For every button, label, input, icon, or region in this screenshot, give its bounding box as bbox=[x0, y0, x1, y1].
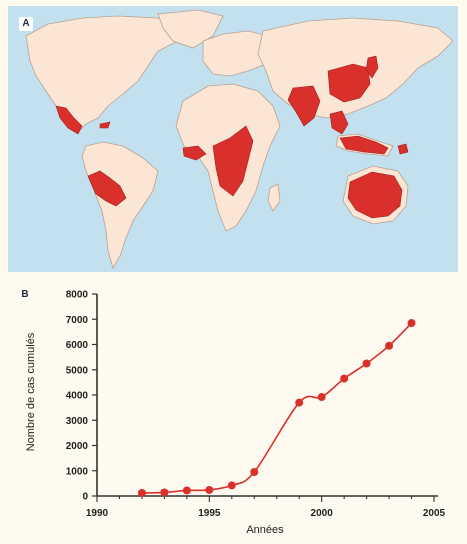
y-tick-label: 0 bbox=[82, 492, 88, 503]
south-asia-endemic bbox=[287, 85, 321, 127]
data-point bbox=[385, 341, 394, 350]
data-point bbox=[317, 393, 326, 402]
pacific-islands-endemic bbox=[397, 143, 409, 155]
y-axis-title: Nombre de cas cumulés bbox=[25, 332, 37, 451]
y-tick-label: 4000 bbox=[66, 391, 89, 402]
data-point bbox=[137, 488, 146, 497]
y-tick-label: 3000 bbox=[66, 416, 89, 427]
data-point bbox=[407, 319, 416, 328]
data-point bbox=[227, 481, 236, 490]
endemic-areas bbox=[55, 55, 409, 219]
south-america-land bbox=[81, 141, 159, 270]
china-endemic bbox=[327, 63, 371, 103]
west-africa-endemic bbox=[182, 145, 207, 161]
panel-b-label: B bbox=[18, 288, 32, 302]
indonesia-endemic bbox=[339, 135, 389, 155]
x-tick-label: 1990 bbox=[86, 508, 109, 519]
y-tick-label: 6000 bbox=[66, 340, 89, 351]
y-tick-label: 7000 bbox=[66, 315, 89, 326]
data-point bbox=[295, 398, 304, 407]
y-tick-label: 2000 bbox=[66, 441, 89, 452]
world-map bbox=[25, 9, 454, 270]
x-axis: 1990 1995 2000 2005 bbox=[86, 495, 446, 519]
series-line bbox=[141, 322, 413, 494]
data-point bbox=[250, 468, 259, 477]
north-america-land bbox=[25, 15, 184, 133]
central-america-endemic bbox=[55, 105, 83, 135]
y-axis: 0 1000 2000 3000 4000 5000 6000 7000 8000 bbox=[66, 290, 98, 503]
data-point bbox=[362, 359, 371, 368]
y-tick-label: 5000 bbox=[66, 365, 89, 376]
x-tick-label: 2005 bbox=[423, 508, 446, 519]
south-america-endemic bbox=[87, 170, 127, 207]
series-layer bbox=[137, 319, 416, 497]
x-axis-title: Années bbox=[246, 524, 284, 536]
x-tick-label: 1995 bbox=[198, 508, 221, 519]
madagascar-land bbox=[267, 183, 281, 212]
australia-endemic bbox=[347, 171, 403, 219]
data-point bbox=[205, 485, 214, 494]
world-map-panel: A bbox=[8, 6, 458, 272]
data-point bbox=[340, 374, 349, 383]
x-tick-label: 2000 bbox=[311, 508, 334, 519]
y-tick-label: 1000 bbox=[66, 466, 89, 477]
panel-a-label: A bbox=[19, 17, 33, 31]
y-tick-label: 8000 bbox=[66, 290, 89, 301]
data-point bbox=[160, 488, 169, 497]
data-point bbox=[182, 486, 191, 495]
central-africa-endemic bbox=[212, 125, 254, 197]
caribbean-endemic bbox=[99, 121, 111, 129]
southeast-asia-endemic bbox=[329, 110, 349, 135]
japan-endemic bbox=[365, 55, 379, 79]
